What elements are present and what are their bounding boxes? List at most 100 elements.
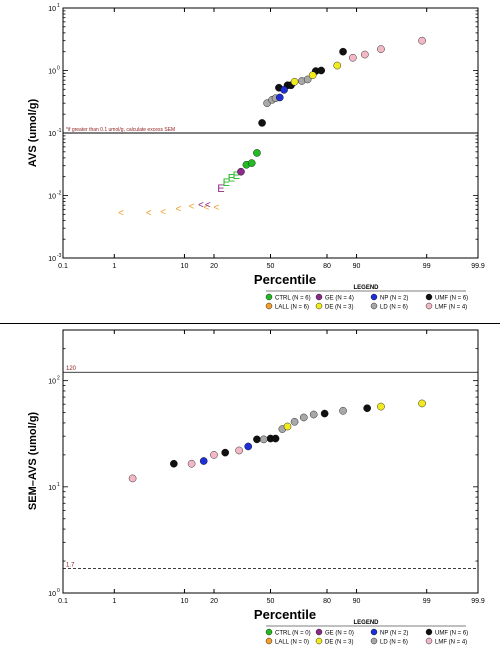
x-tick-label: 90 [353,263,361,270]
y-tick-exponent: 1 [57,3,60,9]
legend-label-ge: GE (N = 4) [325,296,354,302]
data-point-lmf [187,459,196,468]
data-point-lmf [235,446,243,455]
data-point-umf [253,435,261,444]
y-tick-exponent: 2 [57,376,60,382]
y-tick-exponent: 1 [57,482,60,488]
censored-point-ge: < [205,200,211,211]
y-tick-label: 10 [48,591,56,598]
x-tick-label: 90 [353,598,361,605]
censored-point-ge: E [217,183,224,195]
x-tick-label: 99.9 [471,263,485,270]
panel-divider [0,323,500,324]
y-axis-label: SEM–AVS (umol/g) [27,412,39,511]
y-tick-exponent: -2 [57,191,62,197]
y-tick-label: 10 [48,69,56,76]
legend-title: LEGEND [353,285,379,291]
data-point-np [280,86,288,94]
data-point-umf [258,119,266,127]
legend-swatch-lmf [425,637,433,645]
data-point-ld [259,435,268,444]
legend-label-ge: GE (N = 0) [325,631,354,637]
data-point-np [199,457,208,465]
data-point-umf [363,404,371,413]
legend-swatch-ld [370,637,378,645]
legend-swatch-ge [315,628,323,636]
data-point-de [333,61,342,70]
x-tick-label: 50 [267,263,275,270]
data-point-np [275,93,284,102]
x-tick-label: 99.9 [471,598,485,605]
censored-point-lall: < [146,208,152,219]
data-point-lmf [377,45,385,53]
censored-point-ge: < [198,200,204,211]
data-point-umf [320,409,329,418]
censored-point-lall: < [175,204,181,215]
legend-title: LEGEND [353,620,379,626]
legend-label-de: DE (N = 3) [325,305,354,311]
legend-swatch-de [315,637,323,645]
data-point-ctrl [247,159,256,167]
x-tick-label: 20 [210,598,218,605]
data-point-lmf [210,451,218,459]
data-point-umf [221,448,230,457]
legend-swatch-lall [265,302,273,310]
legend-swatch-umf [425,293,433,301]
censored-point-ctrl: E [228,173,235,185]
legend-label-umf: UMF (N = 6) [435,631,468,637]
threshold-label: 1.7 [66,563,75,569]
legend-label-de: DE (N = 3) [325,640,354,646]
x-tick-label: 1 [112,263,116,270]
y-tick-exponent: 0 [57,66,60,72]
x-tick-label: 10 [181,263,189,270]
data-point-lmf [418,36,426,45]
legend-label-ld: LD (N = 6) [380,640,408,646]
data-point-ld [309,410,318,419]
y-tick-label: 10 [48,485,56,492]
threshold-label: 120 [66,366,77,372]
data-point-umf [170,459,178,468]
data-point-umf [271,434,280,443]
x-axis-label: Percentile [254,272,316,287]
y-tick-label: 10 [48,194,56,201]
data-point-umf [317,66,326,75]
legend-label-lall: LALL (N = 0) [275,640,309,646]
legend-swatch-ctrl [265,628,273,636]
x-axis-label: Percentile [254,607,316,622]
legend-label-lmf: LMF (N = 4) [435,640,467,646]
data-point-ctrl [253,149,261,157]
censored-point-lall: < [160,207,166,218]
legend-swatch-ld [370,302,378,310]
data-point-umf [339,47,347,56]
legend-swatch-lmf [425,302,433,310]
censored-point-ctrl: E [223,177,230,189]
censored-point-ctrl: E [233,170,240,182]
legend-swatch-np [370,293,378,301]
x-tick-label: 0.1 [58,598,68,605]
y-axis-label: AVS (umol/g) [27,99,39,168]
legend-swatch-ge [315,293,323,301]
data-point-np [244,442,253,451]
legend-label-np: NP (N = 2) [380,631,408,637]
legend-label-lall: LALL (N = 6) [275,305,309,311]
y-tick-exponent: -1 [57,128,62,134]
threshold-note: *if greater than 0.1 umol/g, calculate e… [66,127,175,133]
data-point-de [308,71,317,80]
legend-swatch-np [370,628,378,636]
data-point-de [283,422,292,431]
censored-point-lall: < [204,203,210,214]
y-tick-label: 10 [48,6,56,13]
y-tick-label: 10 [48,256,56,263]
x-tick-label: 10 [181,598,189,605]
legend-label-lmf: LMF (N = 4) [435,305,467,311]
x-tick-label: 99 [423,598,431,605]
x-tick-label: 1 [112,598,116,605]
data-point-de [290,77,299,86]
y-tick-label: 10 [48,131,56,138]
x-tick-label: 80 [323,598,331,605]
data-point-ge [237,167,245,176]
data-point-ld [299,413,308,422]
legend-label-umf: UMF (N = 6) [435,296,468,302]
